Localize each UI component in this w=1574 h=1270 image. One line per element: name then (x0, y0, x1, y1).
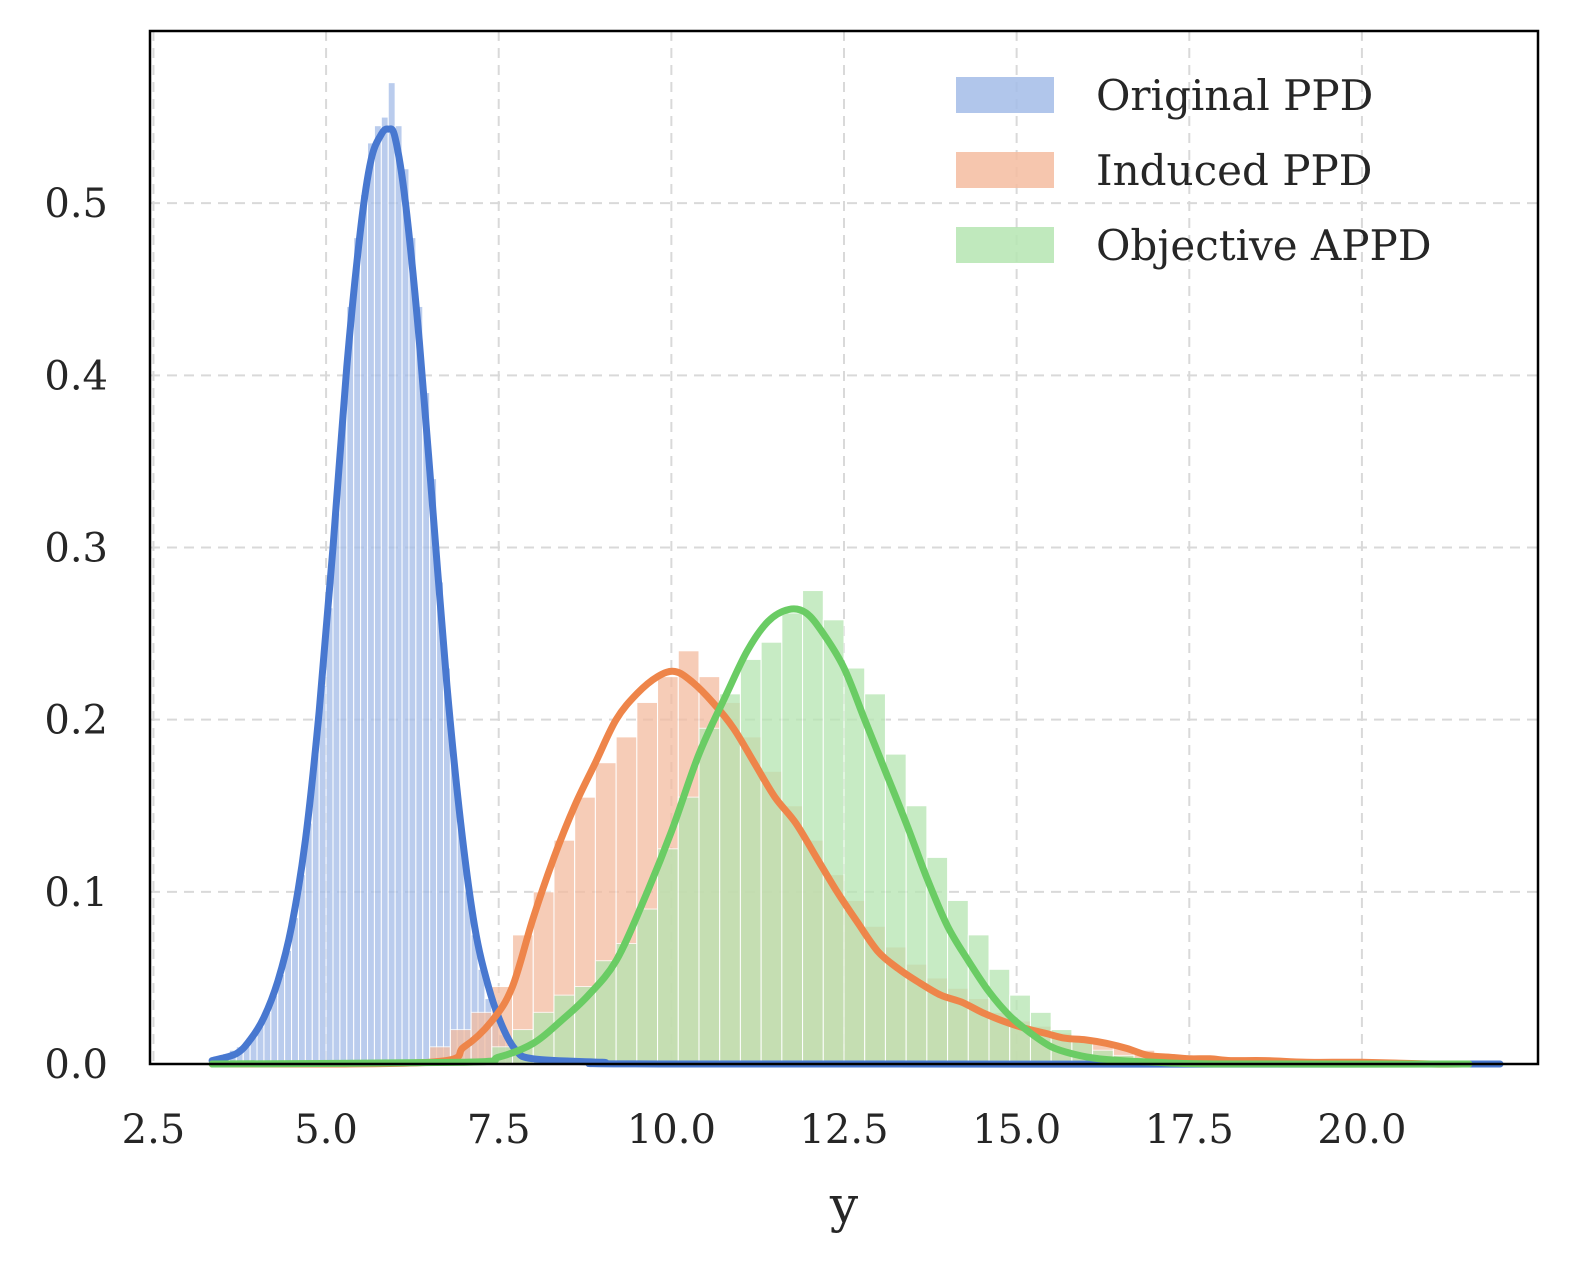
legend: Original PPD Induced PPD Objective APPD (956, 71, 1432, 270)
hist-bar-0-30 (415, 305, 424, 1065)
hist-bar-0-28 (401, 168, 410, 1065)
hist-bar-0-14 (304, 822, 313, 1065)
kde-line-1 (208, 667, 1473, 1068)
hist-bar-2-9 (677, 796, 700, 1065)
hist-bar-2-11 (719, 693, 741, 1065)
y-tick-label: 0.4 (44, 353, 108, 399)
y-tick-label: 0.3 (44, 526, 108, 572)
y-tick-label: 0.1 (44, 870, 108, 916)
hist-bar-2-7 (636, 908, 659, 1065)
kde-line-0 (208, 125, 1504, 1068)
hist-bar-2-10 (698, 727, 721, 1065)
legend-label: Objective APPD (1096, 221, 1432, 270)
x-tick-label: 2.5 (122, 1107, 186, 1153)
hist-bar-2-8 (657, 848, 679, 1065)
legend-item: Original PPD (956, 71, 1373, 120)
hist-bar-0-25 (380, 116, 389, 1065)
hist-bar-2-23 (967, 934, 990, 1065)
legend-item: Objective APPD (956, 221, 1432, 270)
hist-bar-0-27 (394, 125, 403, 1065)
hist-bar-2-13 (760, 641, 783, 1065)
hist-bar-0-18 (332, 512, 341, 1065)
x-tick-label: 15.0 (972, 1107, 1061, 1153)
legend-label: Induced PPD (1096, 146, 1372, 195)
legend-swatch (956, 77, 1054, 113)
hist-bar-2-14 (781, 612, 804, 1065)
hist-bar-0-16 (318, 684, 327, 1065)
hist-bar-0-24 (373, 125, 382, 1065)
plot-frame (148, 29, 1540, 1066)
kde-line-2 (208, 605, 1473, 1068)
hist-bar-0-21 (353, 237, 362, 1065)
y-tick-label: 0.0 (44, 1042, 108, 1088)
hist-bar-2-16 (822, 619, 845, 1065)
legend-swatch (956, 227, 1054, 263)
y-tick-label: 0.5 (44, 181, 108, 227)
hist-bar-0-22 (360, 194, 369, 1065)
x-tick-label: 20.0 (1317, 1107, 1406, 1153)
x-tick-label: 10.0 (627, 1107, 716, 1153)
x-tick-label: 5.0 (294, 1107, 358, 1153)
legend-item: Induced PPD (956, 146, 1372, 195)
hist-bar-0-13 (297, 874, 306, 1065)
legend-label: Original PPD (1096, 71, 1373, 120)
x-tick-label: 7.5 (467, 1107, 531, 1153)
hist-bar-0-11 (284, 949, 293, 1065)
hist-bar-0-29 (408, 237, 417, 1065)
hist-bar-0-26 (387, 82, 396, 1065)
y-tick-label: 0.2 (44, 698, 108, 744)
hist-bar-0-19 (339, 409, 348, 1065)
x-tick-label: 17.5 (1145, 1107, 1234, 1153)
hist-bar-2-3 (553, 994, 576, 1065)
hist-bar-0-20 (346, 305, 355, 1065)
legend-swatch (956, 152, 1054, 188)
x-tick-label: 12.5 (799, 1107, 888, 1153)
kde-curves (208, 125, 1504, 1068)
hist-bar-0-12 (291, 917, 299, 1065)
hist-bar-0-23 (367, 142, 375, 1065)
y-axis-ticks: 0.0 0.1 0.2 0.3 0.4 0.5 (44, 181, 108, 1088)
hist-bar-2-17 (843, 667, 866, 1065)
x-axis-ticks: 2.5 5.0 7.5 10.0 12.5 15.0 17.5 20.0 (122, 1107, 1407, 1153)
hist-bar-2-12 (739, 658, 762, 1065)
hist-bar-2-15 (802, 590, 824, 1065)
x-axis-title: y (829, 1176, 859, 1234)
hist-bar-0-17 (325, 607, 334, 1065)
